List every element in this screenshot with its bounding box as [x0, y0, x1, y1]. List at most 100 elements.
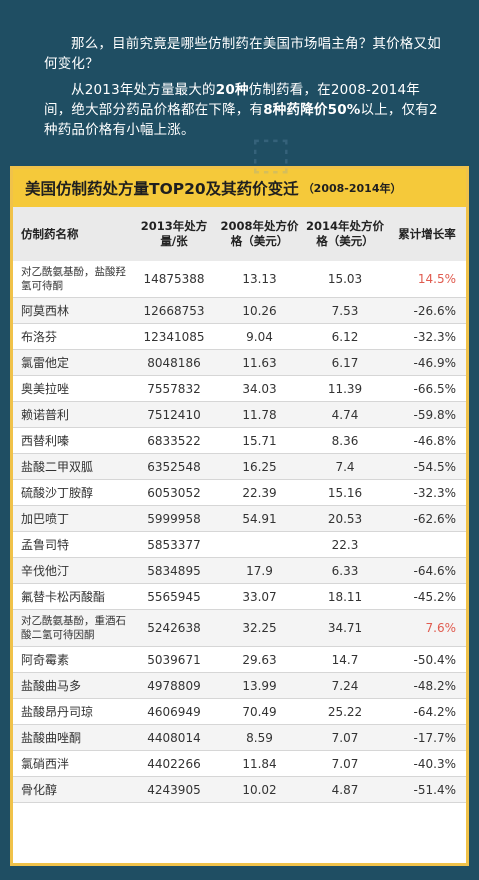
table-panel: 美国仿制药处方量TOP20及其药价变迁 （2008-2014年） 仿制药名称 2… [10, 166, 469, 866]
price-2014-cell: 7.07 [302, 724, 388, 751]
drug-name-cell: 氯雷他定 [13, 349, 131, 376]
rx-2013-cell: 4408014 [131, 724, 217, 751]
table-row: 盐酸二甲双胍 6352548 16.25 7.4 -54.5% [13, 453, 466, 480]
intro-paragraph-2: 从2013年处方量最大的20种仿制药看，在2008-2014年间，绝大部分药品价… [44, 80, 445, 140]
price-2008-cell: 70.49 [217, 698, 302, 725]
table-row: 氯雷他定 8048186 11.63 6.17 -46.9% [13, 349, 466, 376]
growth-rate-cell: -17.7% [388, 724, 466, 751]
price-2008-cell: 11.78 [217, 401, 302, 428]
drug-name-cell: 对乙酰氨基酚，重酒石酸二氢可待因酮 [13, 609, 131, 647]
header-price-2014: 2014年处方价格（美元） [302, 207, 388, 261]
table-row: 赖诺普利 7512410 11.78 4.74 -59.8% [13, 401, 466, 428]
price-2014-cell: 22.3 [302, 531, 388, 558]
rx-2013-cell: 4243905 [131, 776, 217, 803]
growth-rate-cell [388, 531, 466, 558]
header-rx-2013: 2013年处方量/张 [131, 207, 217, 261]
intro-p2-part1: 从2013年处方量最大的 [71, 82, 216, 98]
table-row: 加巴喷丁 5999958 54.91 20.53 -62.6% [13, 505, 466, 532]
price-2014-cell: 14.7 [302, 646, 388, 673]
table-row: 硫酸沙丁胺醇 6053052 22.39 15.16 -32.3% [13, 479, 466, 506]
rx-2013-cell: 6053052 [131, 479, 217, 506]
rx-2013-cell: 5999958 [131, 505, 217, 532]
rx-2013-cell: 4978809 [131, 672, 217, 699]
drug-name-cell: 赖诺普利 [13, 401, 131, 428]
header-price-2008: 2008年处方价格（美元） [217, 207, 302, 261]
rx-2013-cell: 7512410 [131, 401, 217, 428]
price-2008-cell: 29.63 [217, 646, 302, 673]
price-2014-cell: 6.33 [302, 557, 388, 584]
price-2014-cell: 34.71 [302, 609, 388, 647]
price-2008-cell: 15.71 [217, 427, 302, 454]
rx-2013-cell: 7557832 [131, 375, 217, 402]
drug-name-cell: 氯硝西泮 [13, 750, 131, 777]
rx-2013-cell: 5834895 [131, 557, 217, 584]
price-2008-cell: 33.07 [217, 583, 302, 610]
table-row: 布洛芬 12341085 9.04 6.12 -32.3% [13, 323, 466, 350]
price-2008-cell [217, 531, 302, 558]
drug-name-cell: 氟替卡松丙酸酯 [13, 583, 131, 610]
price-2008-cell: 11.63 [217, 349, 302, 376]
price-2008-cell: 11.84 [217, 750, 302, 777]
drug-name-cell: 孟鲁司特 [13, 531, 131, 558]
drug-name-cell: 布洛芬 [13, 323, 131, 350]
table-banner: 美国仿制药处方量TOP20及其药价变迁 （2008-2014年） [13, 169, 466, 207]
table-header-row: 仿制药名称 2013年处方量/张 2008年处方价格（美元） 2014年处方价格… [13, 207, 466, 261]
growth-rate-cell: -32.3% [388, 323, 466, 350]
drug-name-cell: 对乙酰氨基酚，盐酸羟氢可待酮 [13, 261, 131, 298]
rx-2013-cell: 4606949 [131, 698, 217, 725]
growth-rate-cell: -62.6% [388, 505, 466, 532]
drug-name-cell: 阿奇霉素 [13, 646, 131, 673]
header-drug-name: 仿制药名称 [13, 207, 131, 261]
rx-2013-cell: 5565945 [131, 583, 217, 610]
price-2008-cell: 13.99 [217, 672, 302, 699]
growth-rate-cell: -54.5% [388, 453, 466, 480]
rx-2013-cell: 14875388 [131, 261, 217, 298]
table-title: 美国仿制药处方量TOP20及其药价变迁 [25, 180, 299, 198]
table-row: 盐酸曲马多 4978809 13.99 7.24 -48.2% [13, 672, 466, 699]
drug-name-cell: 盐酸曲唑酮 [13, 724, 131, 751]
rx-2013-cell: 8048186 [131, 349, 217, 376]
price-2014-cell: 7.07 [302, 750, 388, 777]
price-2008-cell: 13.13 [217, 261, 302, 298]
drug-name-cell: 硫酸沙丁胺醇 [13, 479, 131, 506]
header-growth-rate: 累计增长率 [388, 207, 466, 261]
table-row: 骨化醇 4243905 10.02 4.87 -51.4% [13, 776, 466, 803]
price-2014-cell: 4.87 [302, 776, 388, 803]
price-2014-cell: 6.12 [302, 323, 388, 350]
growth-rate-cell: 7.6% [388, 609, 466, 647]
rx-2013-cell: 6352548 [131, 453, 217, 480]
intro-text: 那么，目前究竟是哪些仿制药在美国市场唱主角？其价格又如何变化？ 从2013年处方… [0, 0, 479, 160]
drug-name-cell: 骨化醇 [13, 776, 131, 803]
rx-2013-cell: 5242638 [131, 609, 217, 647]
growth-rate-cell: -50.4% [388, 646, 466, 673]
drug-name-cell: 奥美拉唑 [13, 375, 131, 402]
price-2014-cell: 8.36 [302, 427, 388, 454]
drug-price-table: 仿制药名称 2013年处方量/张 2008年处方价格（美元） 2014年处方价格… [13, 207, 466, 803]
table-row: 氯硝西泮 4402266 11.84 7.07 -40.3% [13, 750, 466, 777]
intro-p2-part3: 以上，仅有2种药品价格有小幅上涨。 [44, 102, 438, 138]
table-row: 对乙酰氨基酚，盐酸羟氢可待酮 14875388 13.13 15.03 14.5% [13, 261, 466, 298]
rx-2013-cell: 5039671 [131, 646, 217, 673]
price-2014-cell: 7.4 [302, 453, 388, 480]
rx-2013-cell: 5853377 [131, 531, 217, 558]
price-2014-cell: 11.39 [302, 375, 388, 402]
price-2014-cell: 20.53 [302, 505, 388, 532]
price-2014-cell: 25.22 [302, 698, 388, 725]
rx-2013-cell: 12341085 [131, 323, 217, 350]
drug-name-cell: 加巴喷丁 [13, 505, 131, 532]
table-row: 阿莫西林 12668753 10.26 7.53 -26.6% [13, 297, 466, 324]
table-row: 氟替卡松丙酸酯 5565945 33.07 18.11 -45.2% [13, 583, 466, 610]
price-2014-cell: 18.11 [302, 583, 388, 610]
price-2008-cell: 10.26 [217, 297, 302, 324]
drug-name-cell: 阿莫西林 [13, 297, 131, 324]
price-2014-cell: 4.74 [302, 401, 388, 428]
table-row: 盐酸曲唑酮 4408014 8.59 7.07 -17.7% [13, 724, 466, 751]
growth-rate-cell: -26.6% [388, 297, 466, 324]
growth-rate-cell: -48.2% [388, 672, 466, 699]
price-2008-cell: 8.59 [217, 724, 302, 751]
rx-2013-cell: 6833522 [131, 427, 217, 454]
price-2008-cell: 34.03 [217, 375, 302, 402]
growth-rate-cell: -51.4% [388, 776, 466, 803]
price-2008-cell: 32.25 [217, 609, 302, 647]
drug-name-cell: 盐酸曲马多 [13, 672, 131, 699]
